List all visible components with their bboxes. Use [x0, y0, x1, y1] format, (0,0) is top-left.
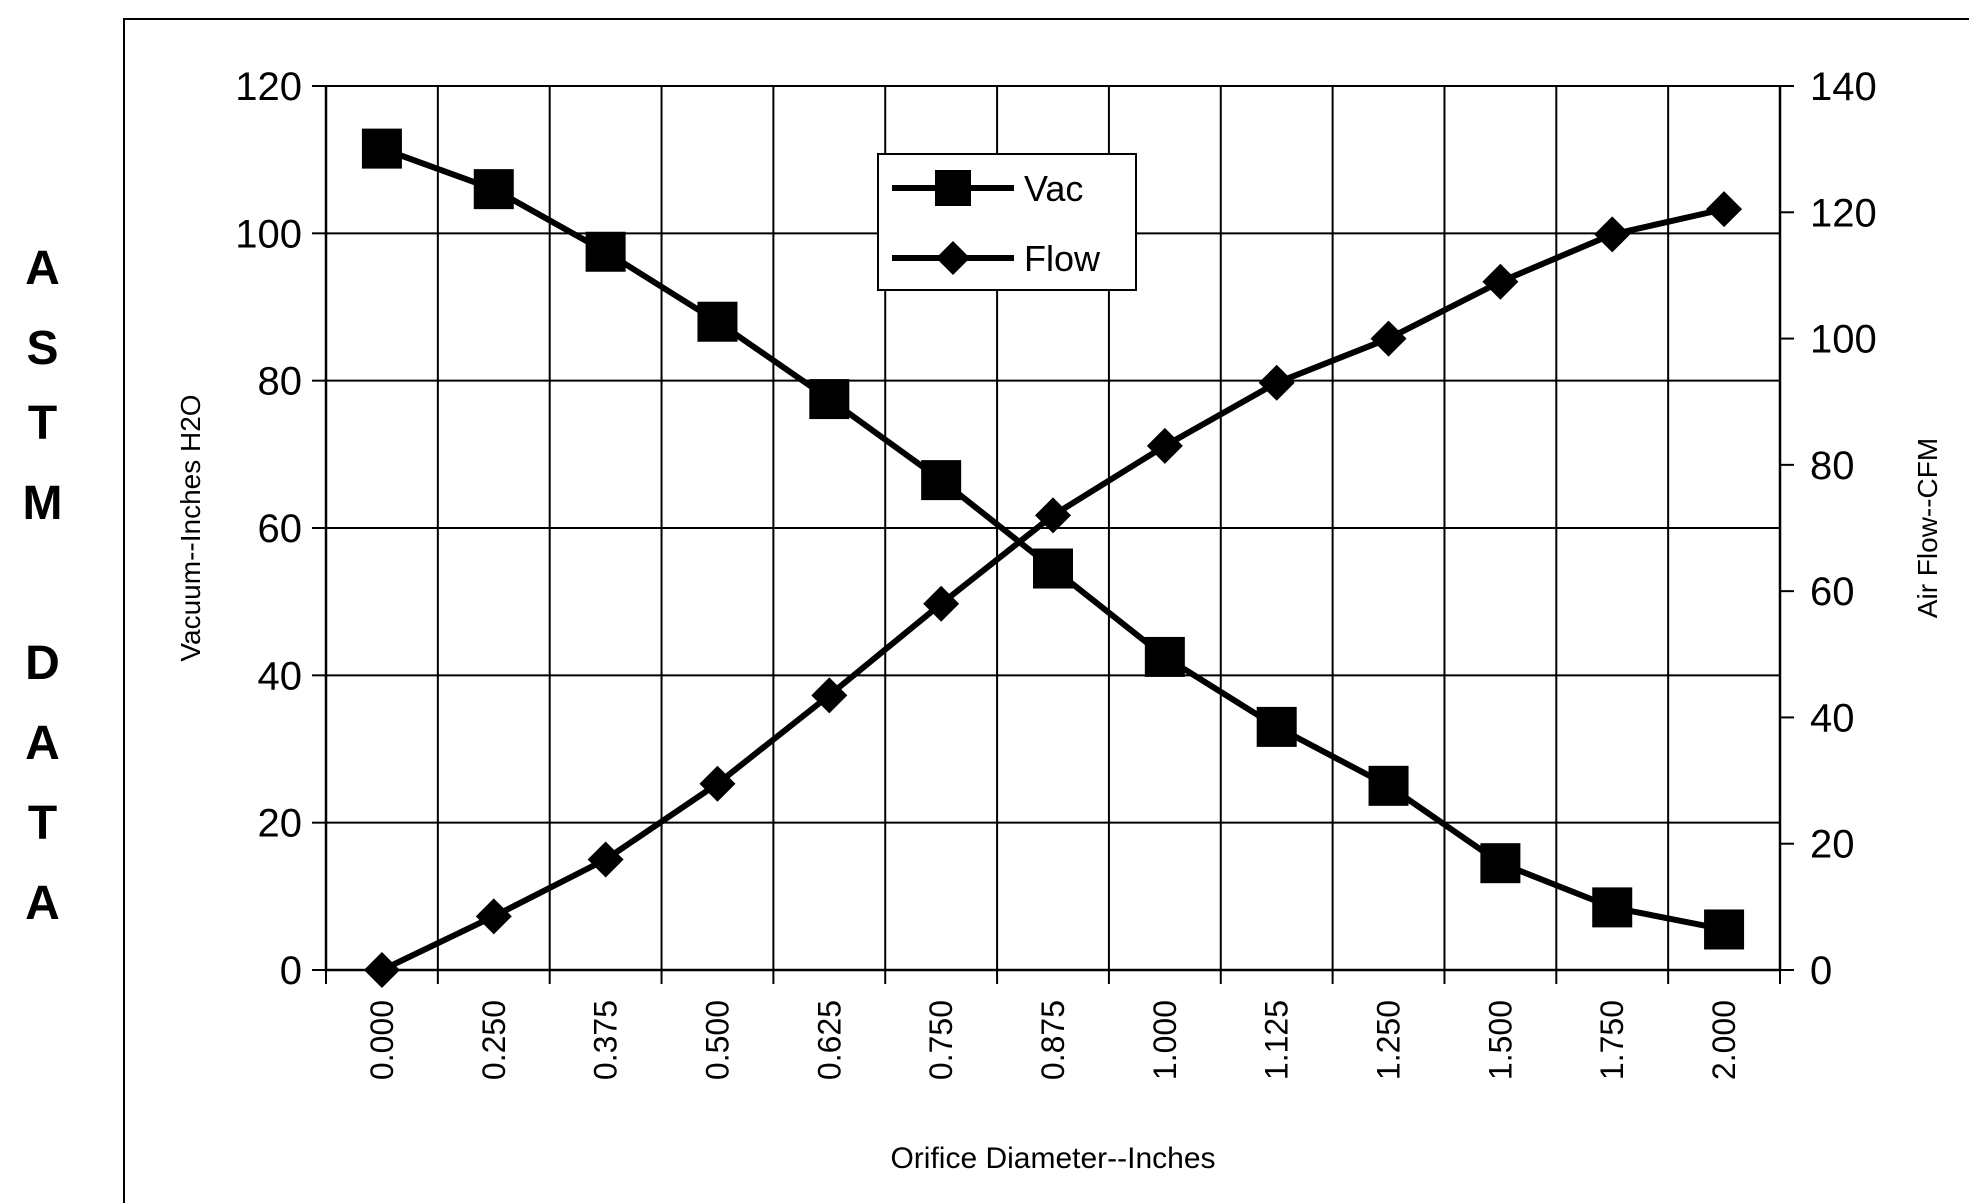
- data-point-vac: [1592, 887, 1633, 928]
- data-point-vac: [1368, 765, 1409, 806]
- side-title-letter: M: [22, 477, 63, 530]
- y-left-tick-label: 80: [258, 360, 303, 404]
- side-title-letter: S: [26, 322, 59, 375]
- data-point-flow: [1258, 364, 1295, 401]
- x-tick-label: 1.250: [1371, 1000, 1407, 1080]
- data-point-vac: [473, 169, 514, 210]
- side-title-letter: A: [25, 717, 60, 770]
- legend-label-flow: Flow: [1024, 238, 1101, 279]
- legend-label-vac: Vac: [1024, 168, 1083, 209]
- x-tick-label: 0.250: [476, 1000, 512, 1080]
- data-point-flow: [1035, 497, 1071, 534]
- data-point-flow: [1146, 427, 1183, 464]
- data-point-flow: [1706, 191, 1743, 228]
- side-title-letter: A: [25, 242, 60, 295]
- series-vac: [361, 128, 1745, 950]
- data-point-vac: [1704, 909, 1745, 950]
- y-right-tick-label: 80: [1810, 444, 1855, 488]
- data-point-vac: [1256, 706, 1297, 747]
- y-right-tick-label: 60: [1810, 570, 1855, 614]
- y-left-tick-label: 120: [235, 65, 302, 109]
- y-left-tick-label: 20: [258, 802, 303, 846]
- side-title-letter: D: [25, 637, 60, 690]
- data-point-vac: [361, 128, 402, 169]
- x-tick-label: 1.125: [1259, 1000, 1295, 1080]
- data-point-flow: [363, 952, 400, 988]
- x-tick-label: 1.000: [1147, 1000, 1183, 1080]
- data-point-flow: [1594, 216, 1631, 253]
- data-point-flow: [475, 898, 512, 935]
- legend-marker-vac: [935, 170, 971, 206]
- data-point-vac: [921, 460, 962, 501]
- x-tick-label: 2.000: [1706, 1000, 1742, 1080]
- legend: Vac Flow: [877, 153, 1137, 291]
- data-point-flow: [699, 765, 736, 802]
- side-title-letter: A: [25, 877, 60, 930]
- x-tick-label: 0.500: [699, 1000, 735, 1080]
- data-point-vac: [697, 301, 738, 342]
- side-title-letter: T: [27, 797, 58, 850]
- chart-frame: [123, 18, 1969, 1203]
- data-point-flow: [1370, 320, 1407, 357]
- x-axis-title: Orifice Diameter--Inches: [890, 1142, 1215, 1175]
- y-right-tick-label: 140: [1810, 65, 1877, 109]
- data-point-vac: [1033, 548, 1073, 589]
- y-right-tick-label: 100: [1810, 318, 1877, 362]
- x-tick-label: 1.500: [1482, 1000, 1518, 1080]
- x-tick-label: 0.000: [364, 1000, 400, 1080]
- legend-marker-flow: [936, 241, 970, 275]
- y-left-tick-label: 60: [258, 507, 303, 551]
- data-point-flow: [587, 841, 624, 878]
- legend-box: [877, 153, 1137, 291]
- y-left-tick-label: 100: [235, 212, 302, 256]
- series-line-flow: [380, 206, 1725, 973]
- y-left-tick-label: 0: [280, 949, 302, 993]
- data-point-vac: [585, 231, 626, 272]
- x-tick-label: 0.750: [923, 1000, 959, 1080]
- x-tick-label: 0.875: [1035, 1000, 1071, 1080]
- y-right-tick-label: 0: [1810, 949, 1832, 993]
- y-right-axis-title: Air Flow--CFM: [1912, 438, 1943, 618]
- axes: 0 20 40 60 80 100 120 0 20 40 60 80 100 120 140 0.000 0.…: [175, 65, 1943, 1175]
- data-point-flow: [811, 677, 848, 714]
- y-left-tick-label: 40: [258, 654, 303, 698]
- series-flow: [363, 191, 1743, 988]
- y-right-tick-label: 20: [1810, 823, 1855, 867]
- y-right-tick-label: 120: [1810, 191, 1877, 235]
- x-tick-label: 0.625: [811, 1000, 847, 1080]
- y-left-axis-title: Vacuum--Inches H2O: [175, 394, 206, 661]
- data-point-vac: [809, 379, 850, 420]
- side-title-letter: T: [27, 397, 58, 450]
- data-point-flow: [923, 585, 960, 622]
- x-tick-label: 1.750: [1594, 1000, 1630, 1080]
- data-point-vac: [1144, 636, 1185, 677]
- data-point-flow: [1482, 263, 1519, 300]
- x-tick-label: 0.375: [588, 1000, 624, 1080]
- series: [361, 128, 1745, 988]
- y-right-tick-label: 40: [1810, 696, 1855, 740]
- data-point-vac: [1480, 843, 1521, 884]
